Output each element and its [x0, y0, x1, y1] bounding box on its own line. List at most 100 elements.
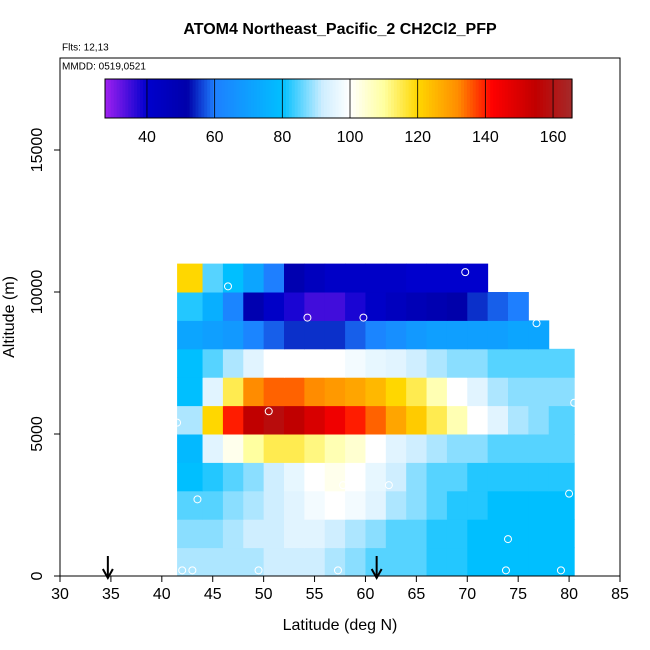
x-tick-label: 85 [611, 586, 629, 603]
heat-cell [202, 405, 224, 435]
colorbar-swatch [393, 79, 398, 118]
heat-cell [222, 547, 244, 577]
colorbar-swatch [160, 79, 164, 118]
colorbar-swatch [487, 79, 491, 118]
x-tick-label: 50 [255, 586, 273, 603]
colorbar-swatch [242, 79, 246, 118]
heat-cell [426, 462, 448, 492]
heat-cell [222, 462, 244, 492]
colorbar-swatch [157, 79, 162, 118]
heat-cell [324, 519, 346, 549]
heat-cell [263, 434, 285, 463]
heat-cell [365, 405, 387, 435]
colorbar-swatch [309, 79, 313, 118]
colorbar-swatch [411, 79, 415, 118]
colorbar-swatch [277, 79, 281, 118]
colorbar-swatch [446, 79, 451, 118]
colorbar-swatch [274, 79, 278, 118]
colorbar-swatch [268, 79, 272, 118]
heat-cell [324, 377, 346, 407]
heat-cell [406, 405, 428, 435]
heat-cell [304, 490, 326, 520]
colorbar-swatch [367, 79, 372, 118]
colorbar-swatch [396, 79, 401, 118]
heat-cell [304, 547, 326, 577]
heat-cell [365, 377, 387, 407]
heat-cell [284, 292, 305, 321]
heat-cell [243, 377, 265, 407]
heat-cell [406, 263, 428, 293]
heat-cell [508, 292, 529, 321]
heat-cell [324, 292, 346, 321]
colorbar-swatch [265, 79, 270, 118]
sample-point [461, 268, 470, 277]
heat-cell [446, 292, 468, 321]
colorbar-swatch [417, 79, 421, 118]
colorbar-swatch [531, 79, 535, 118]
x-tick-label: 80 [560, 586, 578, 603]
colorbar-swatch [490, 79, 494, 118]
heat-cell [406, 292, 428, 321]
heat-cell [487, 519, 509, 549]
colorbar-swatch [379, 79, 383, 118]
heat-cell [426, 490, 448, 520]
heat-cell [304, 348, 326, 378]
heat-cell [345, 547, 366, 577]
heat-cell [548, 547, 575, 577]
colorbar-tick-label: 80 [273, 129, 291, 146]
x-tick-label: 45 [204, 586, 222, 603]
colorbar-swatch [431, 79, 436, 118]
heat-cell [508, 434, 529, 463]
heat-cell [426, 292, 448, 321]
heat-cell [487, 434, 509, 463]
colorbar-swatch [554, 79, 559, 118]
y-tick-label: 0 [29, 571, 46, 580]
heat-cell [487, 462, 509, 492]
colorbar-swatch [507, 79, 512, 118]
heat-cell [528, 490, 550, 520]
heat-cell [426, 434, 448, 463]
heat-cell [324, 462, 346, 492]
colorbar-tick-label: 40 [138, 129, 156, 146]
heat-cell [263, 292, 285, 321]
colorbar-swatch [545, 79, 550, 118]
heat-cell [467, 547, 489, 577]
colorbar-swatch [341, 79, 345, 118]
colorbar-swatch [443, 79, 448, 118]
heat-cell [345, 405, 366, 435]
colorbar-swatch [449, 79, 453, 118]
colorbar-swatch [493, 79, 497, 118]
colorbar-swatch [370, 79, 375, 118]
location-arrow [101, 556, 114, 581]
heat-cell [263, 320, 285, 350]
colorbar-tick-label: 60 [206, 129, 224, 146]
heat-cell [284, 348, 305, 378]
heat-cell [406, 490, 428, 520]
sample-point [501, 566, 510, 575]
arrow-head [370, 568, 383, 581]
colorbar-swatch [423, 79, 427, 118]
heat-cell [385, 320, 407, 350]
heat-cell [467, 348, 489, 378]
colorbar-swatch [207, 79, 211, 118]
colorbar-swatch [291, 79, 296, 118]
colorbar-swatch [391, 79, 395, 118]
heat-cell [385, 547, 407, 577]
heat-cell [467, 320, 489, 350]
heat-cell [263, 519, 285, 549]
heat-cell [487, 490, 509, 520]
colorbar-swatch [399, 79, 404, 118]
heat-cell [177, 434, 204, 463]
colorbar-swatch [557, 79, 561, 118]
colorbar-swatch [504, 79, 509, 118]
heat-cell [222, 405, 244, 435]
heat-cell [202, 348, 224, 378]
colorbar-swatch [142, 79, 147, 118]
colorbar-swatch [452, 79, 456, 118]
colorbar-swatch [356, 79, 360, 118]
colorbar-swatch [233, 79, 237, 118]
colorbar-swatch [271, 79, 275, 118]
heat-cell [467, 377, 489, 407]
colorbar-swatch [320, 79, 325, 118]
heat-cell [446, 405, 468, 435]
